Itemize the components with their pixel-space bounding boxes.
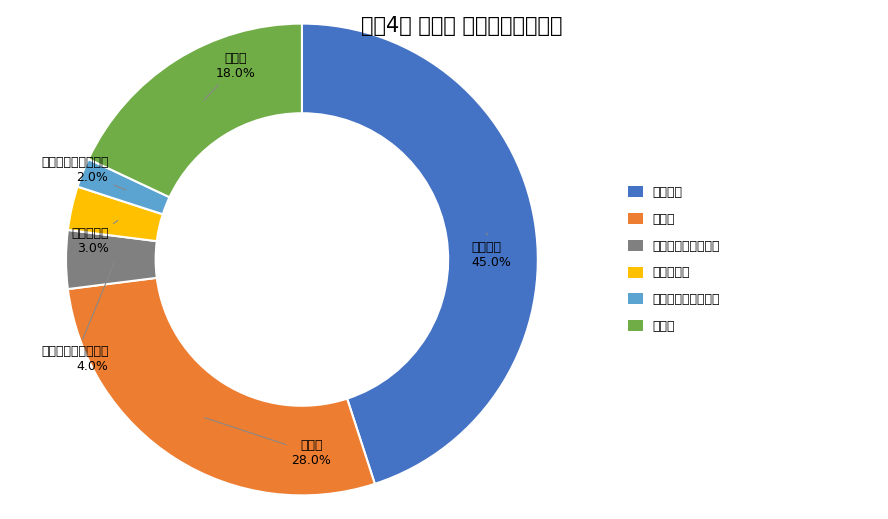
- Text: すべり
28.0%: すべり 28.0%: [205, 418, 331, 467]
- Text: つまずき
45.0%: つまずき 45.0%: [472, 233, 511, 269]
- Wedge shape: [67, 187, 163, 241]
- Wedge shape: [77, 159, 170, 214]
- Wedge shape: [89, 23, 302, 197]
- Legend: つまずき, すべり, 荷でバランスを崩す, 動作の反動, 障害物を越えられず, その他: つまずき, すべり, 荷でバランスを崩す, 動作の反動, 障害物を越えられず, …: [628, 186, 720, 333]
- Text: 荷でバランスを崩す
4.0%: 荷でバランスを崩す 4.0%: [41, 262, 115, 373]
- Wedge shape: [66, 230, 157, 289]
- Text: その他
18.0%: その他 18.0%: [204, 52, 256, 100]
- Text: 令和4年 類型別 転倒災害発生割合: 令和4年 類型別 転倒災害発生割合: [361, 16, 562, 36]
- Text: 動作の反動
3.0%: 動作の反動 3.0%: [71, 221, 118, 255]
- Text: 障害物を越えられず
2.0%: 障害物を越えられず 2.0%: [41, 156, 126, 190]
- Wedge shape: [302, 23, 538, 484]
- Wedge shape: [67, 278, 375, 496]
